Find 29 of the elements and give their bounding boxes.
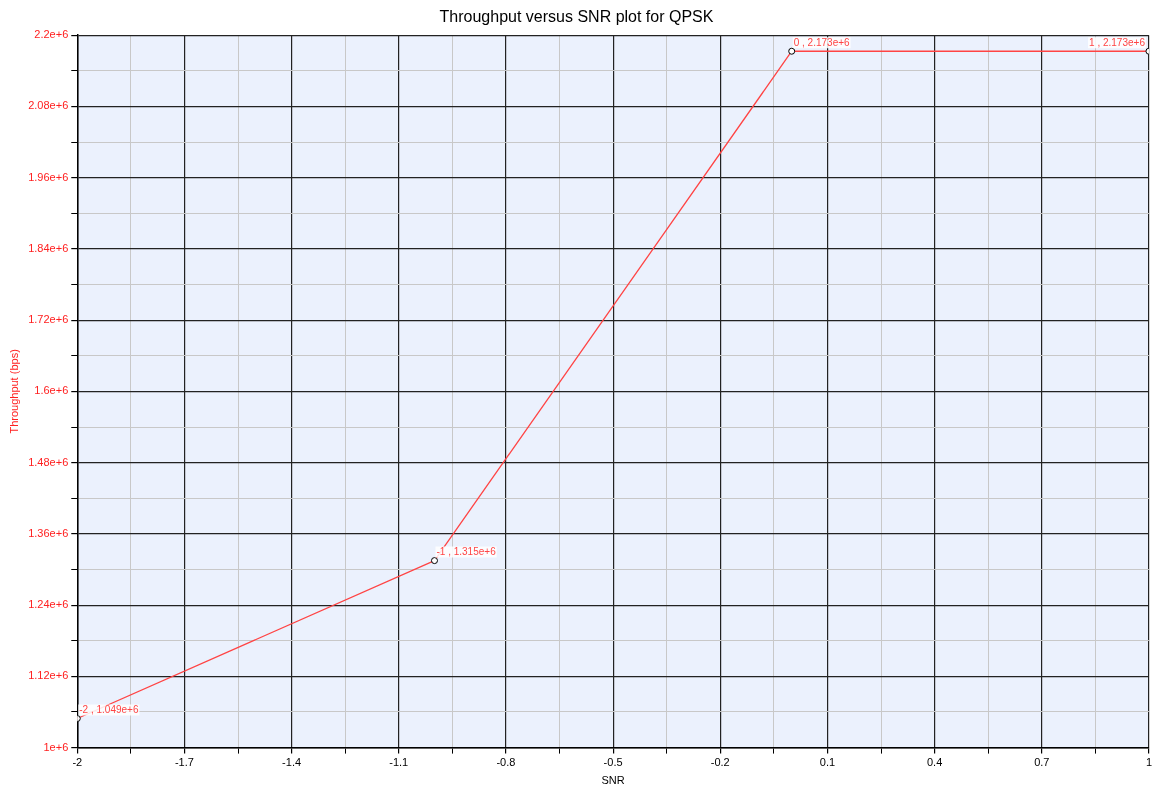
x-tick-label: -0.5	[603, 756, 623, 769]
chart-title: Throughput versus SNR plot for QPSK	[439, 8, 714, 26]
x-tick-label: -1.1	[389, 756, 409, 769]
y-tick-label: 1e+6	[43, 740, 69, 753]
y-tick-label: 1.48e+6	[28, 455, 69, 468]
y-tick-label: 1.72e+6	[28, 313, 69, 326]
y-tick-label: 2.08e+6	[28, 99, 69, 112]
y-tick-label: 2.2e+6	[34, 28, 69, 41]
x-tick-label: 0.4	[926, 756, 943, 769]
annotation: -2 , 1.049e+6	[79, 704, 139, 716]
y-tick-label: 1.96e+6	[28, 170, 69, 183]
y-tick-label: 1.6e+6	[34, 384, 69, 397]
x-tick-label: -0.8	[496, 756, 516, 769]
y-tick-label: 1.36e+6	[28, 526, 69, 539]
annotation: 1 , 2.173e+6	[1089, 36, 1146, 48]
annotation: 0 , 2.173e+6	[793, 36, 851, 48]
annotation: -1 , 1.315e+6	[436, 546, 497, 558]
y-tick-label: 1.84e+6	[28, 241, 69, 254]
y-tick-label: 1.12e+6	[28, 669, 69, 682]
x-axis-title: SNR	[601, 774, 625, 787]
x-tick-label: -1.7	[174, 756, 194, 769]
x-tick-label: -0.2	[710, 756, 730, 769]
y-axis-title: Throughput (bps)	[7, 349, 20, 434]
x-tick-label: 1	[1145, 756, 1152, 769]
x-tick-label: -1.4	[282, 756, 302, 769]
x-tick-label: 0.1	[819, 756, 836, 769]
y-tick-label: 1.24e+6	[28, 598, 69, 611]
x-tick-label: 0.7	[1034, 756, 1050, 769]
x-tick-label: -2	[72, 756, 83, 769]
